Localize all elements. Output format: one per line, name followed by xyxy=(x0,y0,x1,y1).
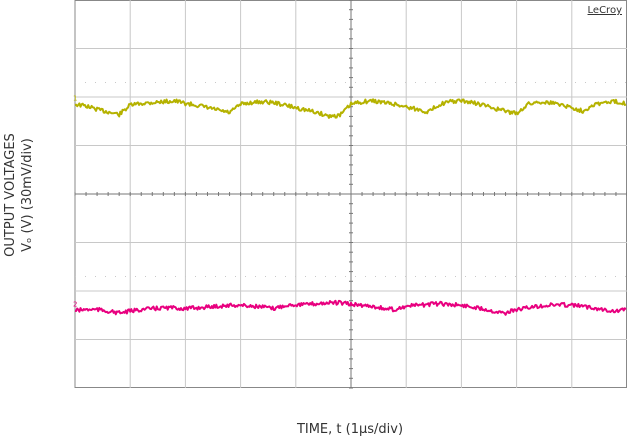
x-axis-label: TIME, t (1µs/div) xyxy=(296,422,404,437)
traces xyxy=(74,98,627,316)
brand-logo: LeCroy xyxy=(588,5,623,16)
grid xyxy=(74,0,627,389)
y-axis-label-line2: Vₒ (V) (30mV/div) xyxy=(20,138,35,252)
channel-marker: 1 xyxy=(73,94,77,102)
y-axis-label-line1: OUTPUT VOLTAGES xyxy=(3,133,18,257)
trace-channel-2 xyxy=(74,299,627,316)
trace-channel-1 xyxy=(74,98,627,119)
channel-marker: 2 xyxy=(73,300,77,308)
channel-markers: 12 xyxy=(73,94,77,308)
